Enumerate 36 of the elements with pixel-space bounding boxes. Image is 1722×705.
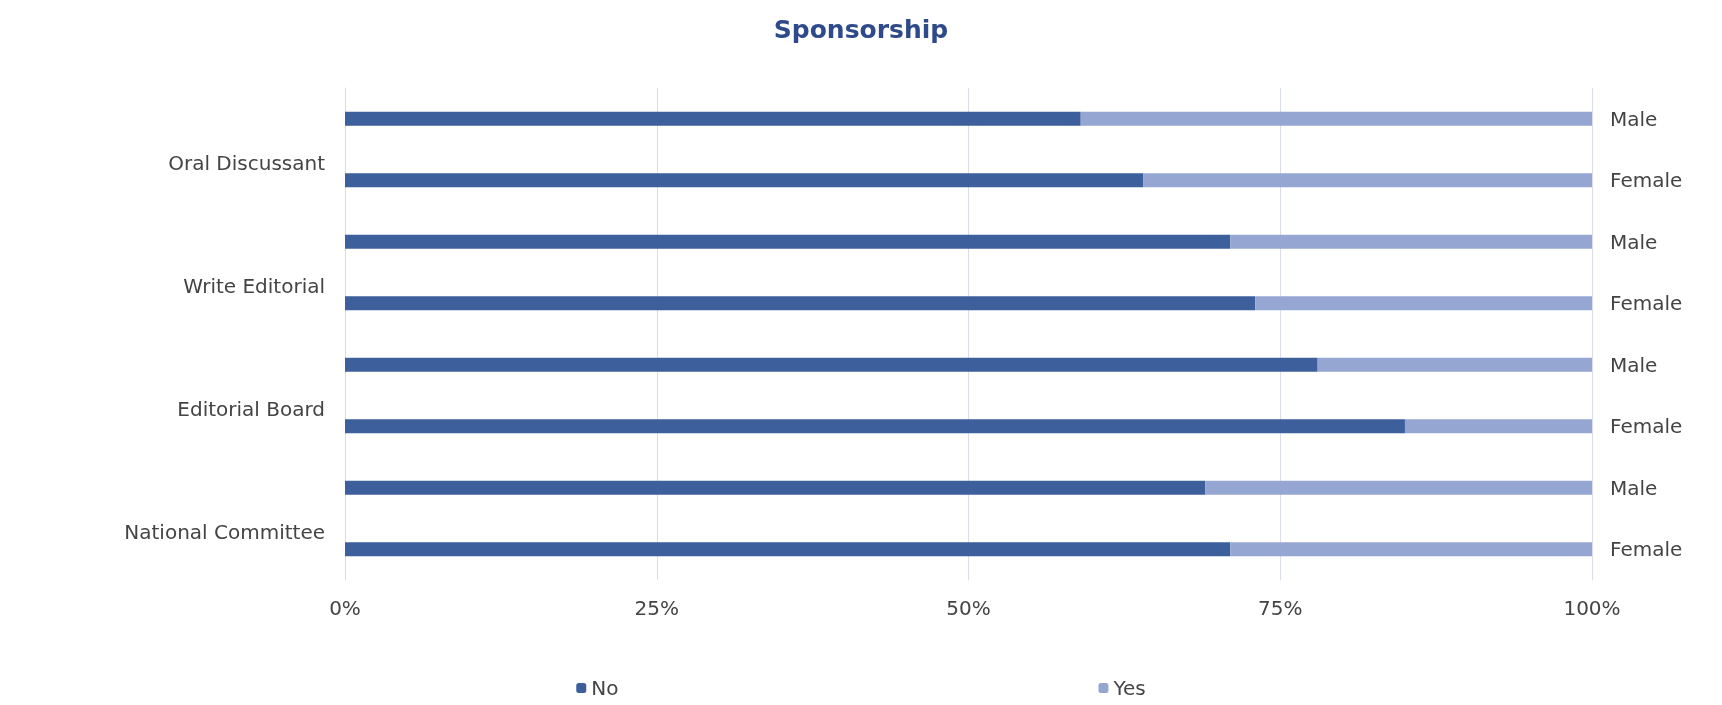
bar: [1080, 111, 1592, 126]
text: Oral Discussant: [168, 150, 326, 175]
bar: [345, 296, 1256, 311]
y-tick-label: Female: [1610, 414, 1683, 439]
bar: [345, 111, 1081, 126]
bar: [1230, 542, 1592, 557]
bar: [1404, 419, 1592, 434]
bar: [1317, 357, 1592, 372]
bar: [345, 480, 1206, 495]
x-tick-label: 25%: [634, 596, 679, 620]
bar: [1205, 480, 1592, 495]
bar: [1230, 234, 1592, 249]
legend-label: Yes: [1112, 676, 1146, 700]
bar: [1143, 173, 1592, 188]
y-tick-label: Female: [1610, 537, 1683, 562]
text: Write Editorial: [183, 273, 325, 298]
text: Editorial Board: [177, 396, 325, 421]
x-tick-label: 100%: [1563, 596, 1621, 620]
chart-title: Sponsorship: [773, 15, 949, 44]
bar: [345, 357, 1318, 372]
y-tick-label: Female: [1610, 168, 1683, 193]
y-tick-label: Male: [1610, 475, 1658, 500]
bar: [345, 234, 1231, 249]
x-tick-label: 0%: [329, 596, 361, 620]
legend-label: No: [591, 676, 619, 700]
y-tick-label: Female: [1610, 291, 1683, 316]
y-tick-label: Male: [1610, 229, 1658, 254]
bar: [345, 173, 1144, 188]
x-tick-label: 50%: [946, 596, 991, 620]
y-tick-label: Male: [1610, 352, 1658, 377]
x-tick-label: 75%: [1258, 596, 1303, 620]
bar: [1255, 296, 1592, 311]
text: National Committee: [124, 519, 325, 544]
y-tick-label: Male: [1610, 106, 1658, 131]
bar: [345, 419, 1405, 434]
bar: [345, 542, 1231, 557]
